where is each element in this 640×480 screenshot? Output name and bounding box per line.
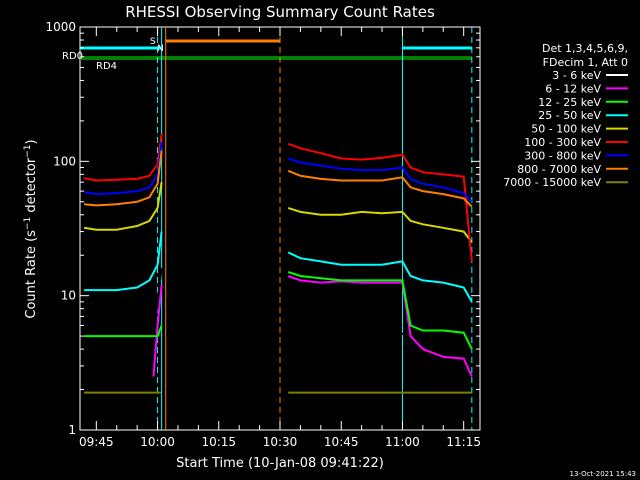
series-line (287, 206, 473, 243)
series-line (287, 251, 473, 303)
flag-bars (80, 39, 472, 60)
series-line (84, 231, 163, 292)
series-line (83, 181, 163, 231)
y-axis-label-sup2: −1 (23, 144, 33, 157)
plot-area: 1 10 100 1000 09:45 10:00 10:15 10:30 10:45 11:0… (45, 20, 481, 449)
y-tick-label: 1 (68, 423, 76, 437)
series-line (148, 268, 163, 358)
legend-label: 6 - 12 keV (545, 82, 601, 95)
series-line (152, 284, 163, 377)
x-axis-label: Start Time (10-Jan-08 09:41:22) (176, 456, 384, 471)
y-axis-ticks: 1 10 100 1000 (45, 20, 480, 437)
legend-label: 800 - 7000 keV (517, 163, 601, 176)
x-tick-label: 10:15 (201, 435, 236, 449)
series-line (287, 169, 473, 208)
legend-header-line2: FDecim 1, Att 0 (543, 56, 628, 69)
series-line (84, 150, 163, 207)
x-tick-label: 09:45 (79, 435, 114, 449)
x-tick-label: 11:15 (446, 435, 481, 449)
y-axis-label-end: ) (24, 139, 39, 144)
x-tick-label: 10:30 (263, 435, 298, 449)
series-group (83, 133, 473, 394)
legend: Det 1,3,4,5,6,9, FDecim 1, Att 0 3 - 6 k… (503, 42, 628, 189)
flag-label-rd4: RD4 (96, 61, 117, 72)
legend-header-line1: Det 1,3,4,5,6,9, (542, 42, 628, 55)
y-axis-label-main: Count Rate (s (24, 230, 39, 319)
y-tick-label: 10 (61, 289, 76, 303)
legend-label: 100 - 300 keV (524, 136, 601, 149)
y-axis-label: Count Rate (s−1 detector−1) (23, 139, 39, 318)
x-tick-label: 10:45 (324, 435, 359, 449)
x-tick-label: 10:00 (140, 435, 175, 449)
y-axis-label-sup1: −1 (23, 217, 33, 230)
footer-date: 13-Oct-2021 15:43 (570, 470, 636, 478)
flag-label-rd0: RD0 (62, 51, 83, 62)
flag-label-n: N (157, 44, 164, 54)
series-line (287, 275, 473, 377)
series-line (287, 271, 473, 350)
x-tick-label: 11:00 (385, 435, 420, 449)
legend-label: 25 - 50 keV (538, 109, 601, 122)
series-line (83, 133, 163, 182)
legend-label: 3 - 6 keV (552, 69, 601, 82)
series-line (287, 320, 473, 350)
chart-title: RHESSI Observing Summary Count Rates (125, 3, 435, 21)
x-axis-ticks: 09:45 10:00 10:15 10:30 10:45 11:00 11:15 (79, 27, 481, 449)
series-line (84, 325, 163, 338)
y-axis-label-mid: detector (24, 157, 39, 217)
legend-label: 7000 - 15000 keV (503, 176, 601, 189)
legend-label: 300 - 800 keV (524, 149, 601, 162)
y-tick-label: 100 (53, 154, 76, 168)
flag-label-s: S (150, 37, 156, 47)
legend-label: 50 - 100 keV (531, 123, 601, 136)
series-line (287, 157, 473, 203)
time-markers (157, 27, 473, 430)
legend-label: 12 - 25 keV (538, 96, 601, 109)
series-line (83, 141, 163, 196)
y-tick-label: 1000 (45, 20, 76, 34)
series-line (287, 142, 473, 262)
